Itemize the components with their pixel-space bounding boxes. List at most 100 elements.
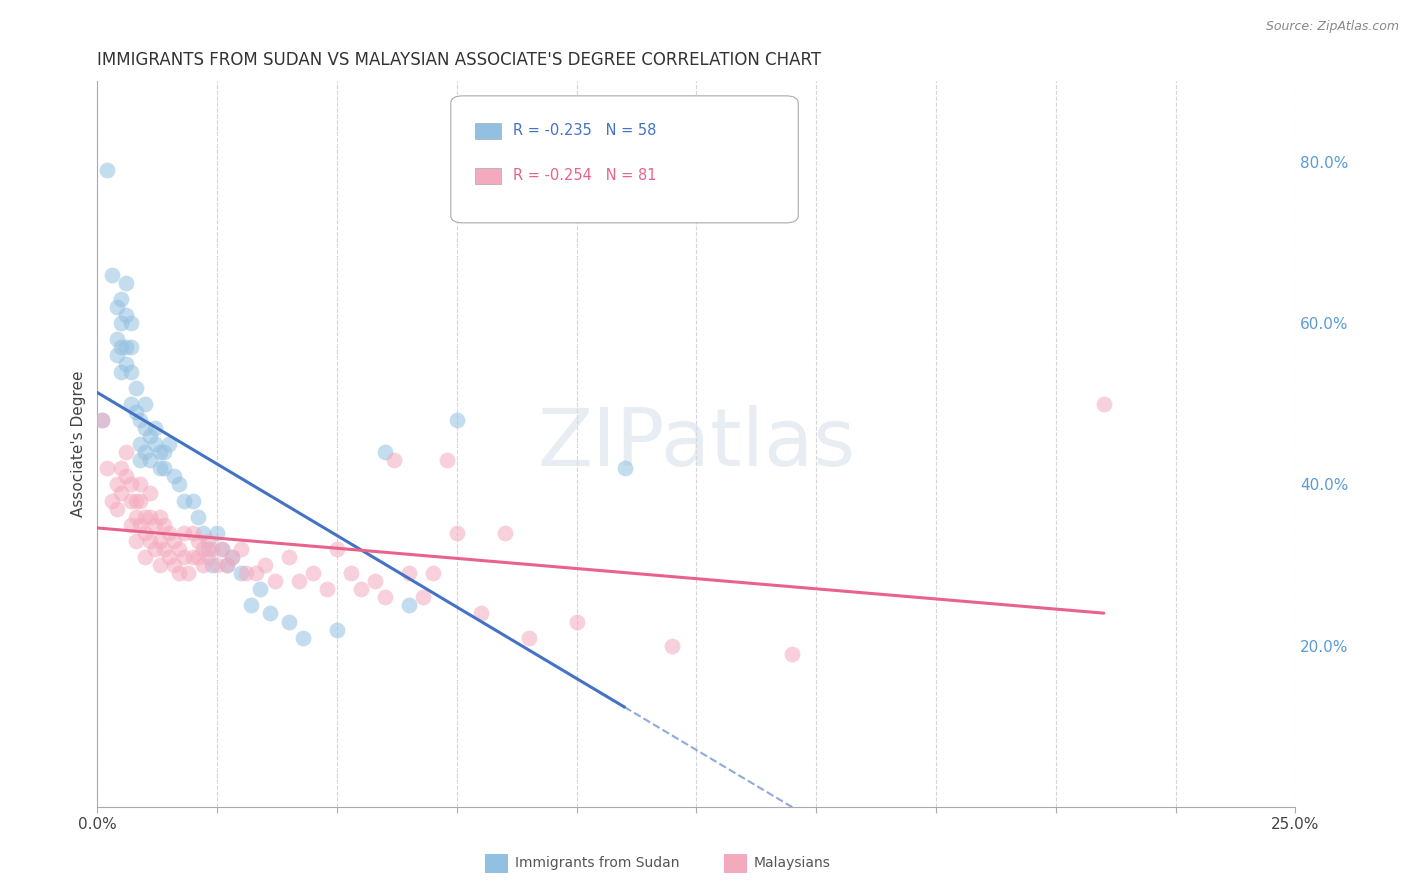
Point: [181, 549, 204, 564]
Point: [125, 405, 148, 419]
Point: [263, 574, 285, 589]
Point: [110, 316, 132, 330]
FancyBboxPatch shape: [475, 123, 501, 138]
Point: [163, 469, 186, 483]
Point: [143, 541, 166, 556]
Point: [167, 541, 190, 556]
Point: [245, 566, 267, 581]
Point: [120, 517, 142, 532]
Point: [120, 477, 142, 491]
Point: [191, 541, 214, 556]
Point: [157, 525, 180, 540]
Point: [278, 615, 301, 629]
Point: [134, 549, 156, 564]
Text: Source: ZipAtlas.com: Source: ZipAtlas.com: [1265, 20, 1399, 33]
Point: [139, 485, 162, 500]
Point: [173, 493, 195, 508]
Point: [153, 517, 176, 532]
Point: [110, 365, 132, 379]
Point: [149, 533, 172, 548]
Point: [110, 485, 132, 500]
Point: [129, 477, 152, 491]
Point: [191, 525, 214, 540]
Point: [229, 566, 252, 581]
Point: [613, 461, 636, 475]
Point: [125, 493, 148, 508]
Point: [134, 421, 156, 435]
Point: [326, 623, 349, 637]
Point: [215, 558, 238, 573]
Point: [149, 461, 172, 475]
Point: [149, 509, 172, 524]
Point: [350, 582, 373, 597]
Point: [221, 549, 243, 564]
Point: [139, 533, 162, 548]
Point: [167, 477, 190, 491]
FancyBboxPatch shape: [451, 95, 799, 223]
Point: [187, 509, 209, 524]
Point: [125, 533, 148, 548]
Point: [105, 300, 128, 314]
Point: [326, 541, 349, 556]
Point: [143, 437, 166, 451]
Point: [780, 647, 803, 661]
Point: [340, 566, 363, 581]
Point: [139, 453, 162, 467]
Point: [384, 453, 406, 467]
Point: [100, 493, 122, 508]
Point: [143, 517, 166, 532]
Point: [197, 541, 219, 556]
Point: [221, 549, 243, 564]
Point: [105, 477, 128, 491]
Point: [134, 445, 156, 459]
Point: [398, 566, 420, 581]
Point: [115, 445, 138, 459]
Point: [134, 397, 156, 411]
Point: [565, 615, 588, 629]
Point: [143, 421, 166, 435]
Point: [292, 631, 315, 645]
Point: [412, 591, 434, 605]
Point: [398, 599, 420, 613]
Point: [470, 607, 492, 621]
FancyBboxPatch shape: [475, 168, 501, 184]
Point: [205, 525, 228, 540]
Point: [129, 413, 152, 427]
Point: [120, 340, 142, 354]
Point: [110, 292, 132, 306]
Point: [129, 493, 152, 508]
Point: [187, 549, 209, 564]
Point: [120, 493, 142, 508]
Point: [129, 437, 152, 451]
Y-axis label: Associate's Degree: Associate's Degree: [72, 371, 86, 517]
Point: [201, 541, 224, 556]
Point: [316, 582, 339, 597]
Text: R = -0.254   N = 81: R = -0.254 N = 81: [513, 169, 657, 183]
Point: [105, 332, 128, 346]
Point: [249, 582, 271, 597]
Point: [446, 525, 468, 540]
Point: [1092, 397, 1115, 411]
Point: [173, 549, 195, 564]
Point: [153, 445, 176, 459]
Point: [173, 525, 195, 540]
Point: [115, 357, 138, 371]
Text: Malaysians: Malaysians: [754, 856, 831, 871]
Text: IMMIGRANTS FROM SUDAN VS MALAYSIAN ASSOCIATE'S DEGREE CORRELATION CHART: IMMIGRANTS FROM SUDAN VS MALAYSIAN ASSOC…: [97, 51, 821, 69]
Point: [374, 445, 396, 459]
Point: [287, 574, 309, 589]
Point: [446, 413, 468, 427]
Point: [157, 549, 180, 564]
Point: [235, 566, 257, 581]
Point: [661, 639, 683, 653]
Point: [181, 493, 204, 508]
Point: [197, 549, 219, 564]
Point: [302, 566, 325, 581]
Point: [163, 533, 186, 548]
Text: ZIPatlas: ZIPatlas: [537, 405, 855, 483]
Point: [110, 461, 132, 475]
Point: [91, 413, 114, 427]
Point: [129, 517, 152, 532]
Point: [125, 509, 148, 524]
Point: [422, 566, 444, 581]
